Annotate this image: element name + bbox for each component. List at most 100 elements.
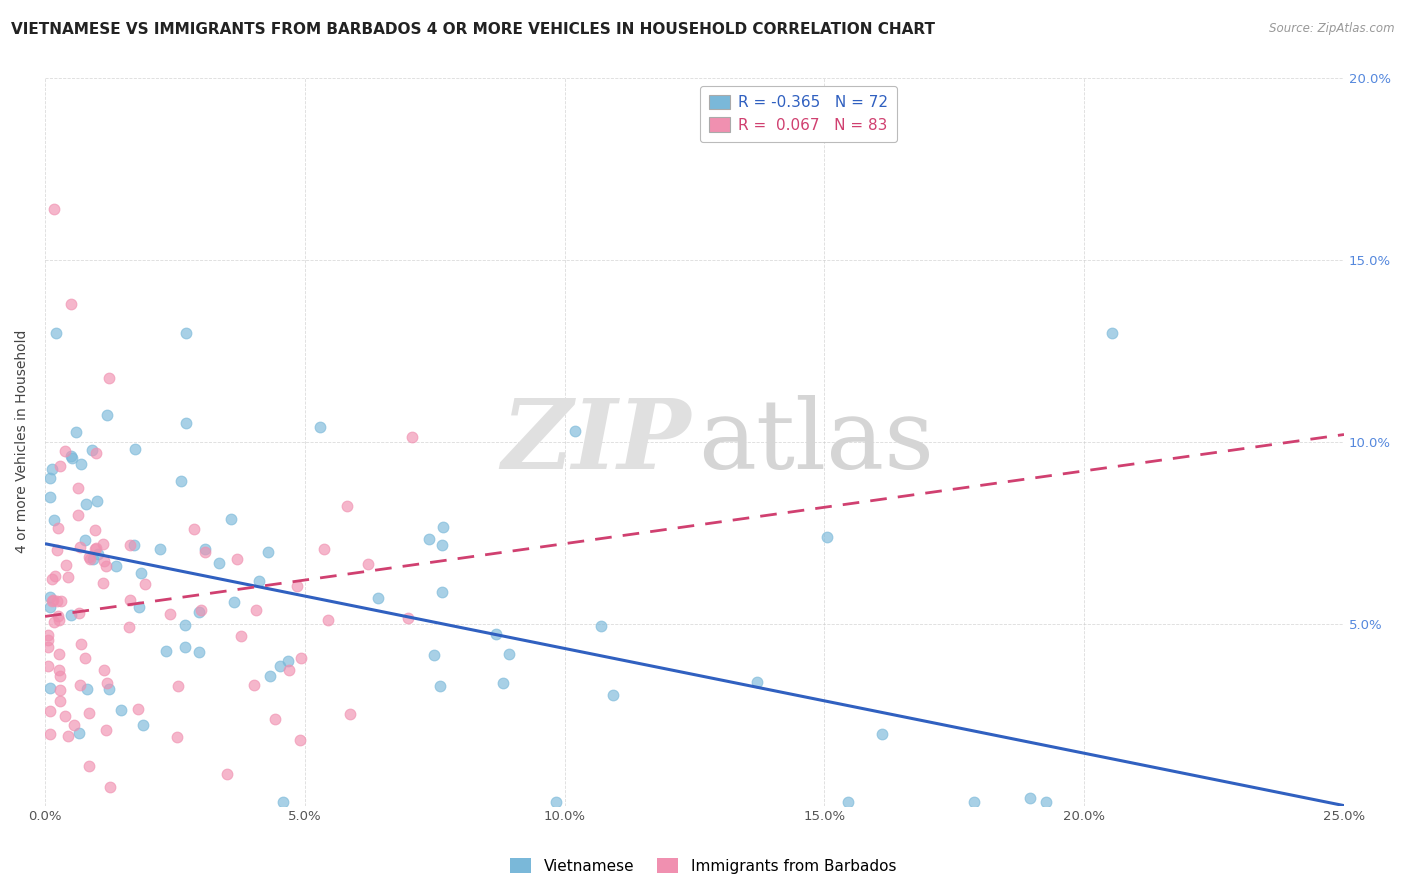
Point	[1101, 326, 1123, 340]
Point	[38, 704, 60, 718]
Point	[309, 420, 332, 434]
Point	[42, 513, 65, 527]
Point	[66, 508, 89, 523]
Point	[815, 530, 838, 544]
Point	[73, 651, 96, 665]
Point	[48, 663, 70, 677]
Point	[96, 408, 118, 422]
Point	[269, 659, 291, 673]
Point	[134, 577, 156, 591]
Point	[159, 607, 181, 621]
Point	[120, 593, 142, 607]
Point	[278, 663, 301, 677]
Point	[273, 795, 295, 809]
Point	[602, 688, 624, 702]
Point	[39, 681, 62, 696]
Point	[219, 512, 242, 526]
Point	[257, 545, 280, 559]
Point	[432, 520, 454, 534]
Point	[167, 678, 190, 692]
Point	[229, 629, 252, 643]
Point	[188, 645, 211, 659]
Point	[97, 371, 120, 385]
Point	[84, 446, 107, 460]
Point	[76, 681, 98, 696]
Point	[49, 683, 72, 698]
Point	[41, 594, 63, 608]
Point	[84, 541, 107, 555]
Text: VIETNAMESE VS IMMIGRANTS FROM BARBADOS 4 OR MORE VEHICLES IN HOUSEHOLD CORRELATI: VIETNAMESE VS IMMIGRANTS FROM BARBADOS 4…	[11, 22, 935, 37]
Point	[245, 602, 267, 616]
Point	[39, 726, 62, 740]
Point	[132, 718, 155, 732]
Point	[176, 326, 198, 340]
Point	[59, 449, 82, 463]
Text: Source: ZipAtlas.com: Source: ZipAtlas.com	[1270, 22, 1395, 36]
Point	[259, 669, 281, 683]
Point	[39, 590, 62, 604]
Point	[357, 557, 380, 571]
Point	[396, 611, 419, 625]
Point	[247, 574, 270, 589]
Point	[53, 708, 76, 723]
Point	[48, 647, 70, 661]
Point	[93, 536, 115, 550]
Point	[963, 795, 986, 809]
Point	[243, 677, 266, 691]
Point	[124, 538, 146, 552]
Point	[747, 674, 769, 689]
Point	[63, 718, 86, 732]
Point	[65, 425, 87, 439]
Point	[46, 521, 69, 535]
Point	[429, 679, 451, 693]
Point	[44, 568, 66, 582]
Point	[367, 591, 389, 605]
Point	[55, 558, 77, 573]
Point	[69, 540, 91, 554]
Point	[93, 554, 115, 568]
Point	[432, 585, 454, 599]
Point	[128, 599, 150, 614]
Point	[75, 533, 97, 548]
Point	[564, 424, 586, 438]
Point	[84, 523, 107, 537]
Point	[96, 558, 118, 573]
Point	[70, 457, 93, 471]
Point	[285, 580, 308, 594]
Point	[215, 766, 238, 780]
Point	[37, 640, 59, 654]
Point	[430, 538, 453, 552]
Point	[94, 723, 117, 737]
Point	[39, 471, 62, 485]
Point	[46, 593, 69, 607]
Legend: Vietnamese, Immigrants from Barbados: Vietnamese, Immigrants from Barbados	[503, 852, 903, 880]
Point	[194, 541, 217, 556]
Point	[39, 490, 62, 504]
Point	[170, 474, 193, 488]
Point	[37, 628, 59, 642]
Point	[318, 613, 340, 627]
Point	[37, 659, 59, 673]
Point	[86, 494, 108, 508]
Point	[870, 727, 893, 741]
Point	[46, 609, 69, 624]
Point	[41, 462, 63, 476]
Point	[174, 416, 197, 430]
Point	[104, 558, 127, 573]
Point	[110, 703, 132, 717]
Y-axis label: 4 or more Vehicles in Household: 4 or more Vehicles in Household	[15, 330, 30, 554]
Legend: R = -0.365   N = 72, R =  0.067   N = 83: R = -0.365 N = 72, R = 0.067 N = 83	[700, 86, 897, 142]
Point	[277, 655, 299, 669]
Point	[290, 733, 312, 747]
Point	[59, 608, 82, 623]
Point	[222, 595, 245, 609]
Point	[77, 550, 100, 565]
Point	[96, 676, 118, 690]
Point	[66, 481, 89, 495]
Point	[77, 758, 100, 772]
Point	[155, 644, 177, 658]
Point	[67, 726, 90, 740]
Text: atlas: atlas	[699, 395, 935, 489]
Point	[75, 497, 97, 511]
Point	[336, 499, 359, 513]
